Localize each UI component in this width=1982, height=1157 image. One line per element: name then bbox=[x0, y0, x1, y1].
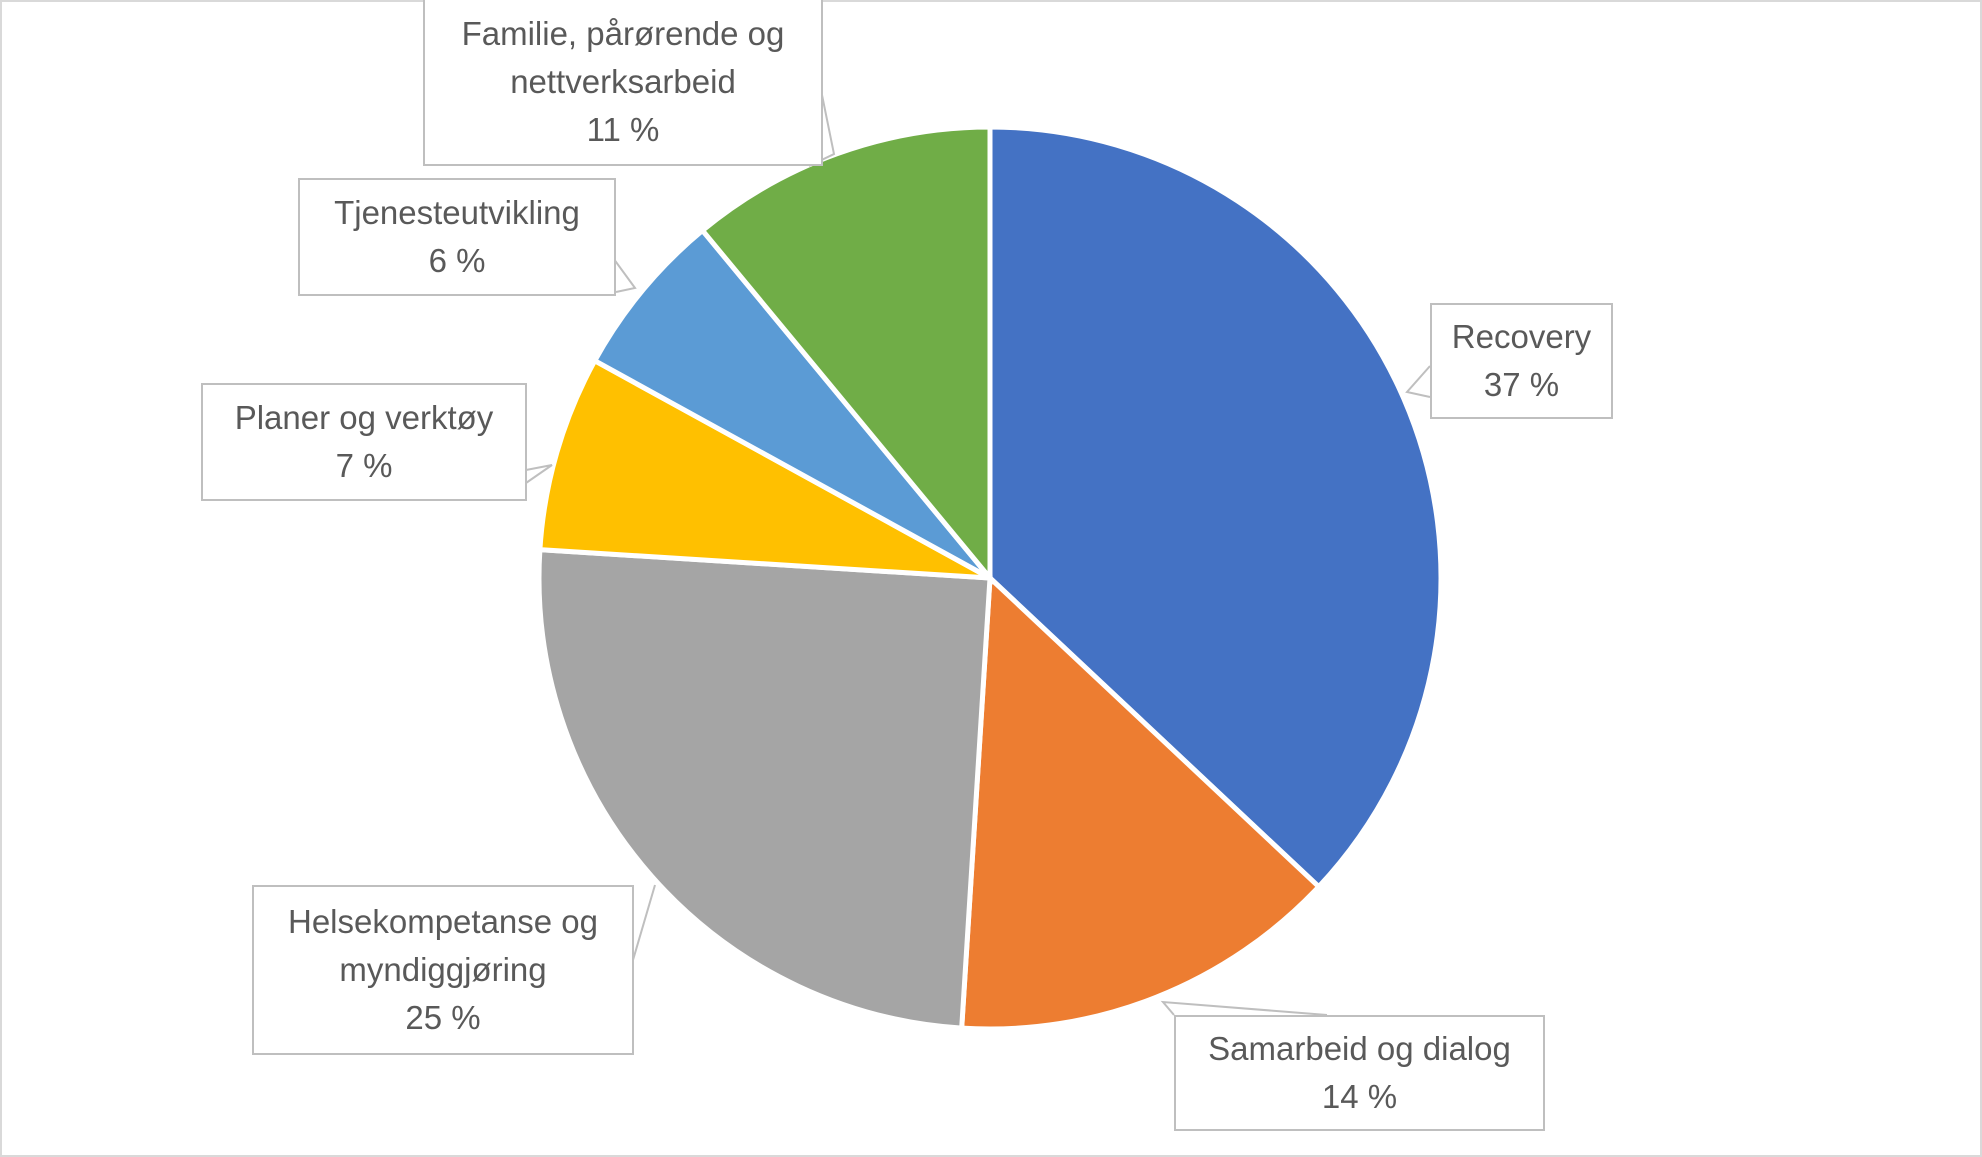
label-value: 25 % bbox=[405, 999, 481, 1036]
leader-line-0 bbox=[1405, 365, 1431, 398]
leader-line-1 bbox=[1160, 1000, 1328, 1016]
label-helsekompetanse: Helsekompetanse og myndiggjøring 25 % bbox=[252, 885, 634, 1055]
label-value: 37 % bbox=[1483, 366, 1560, 403]
label-name: Helsekompetanse og myndiggjøring bbox=[287, 903, 599, 988]
pie-slice-5 bbox=[699, 124, 993, 585]
label-name: Samarbeid og dialog bbox=[1208, 1030, 1511, 1067]
pie-slice-1 bbox=[959, 572, 1323, 1032]
pie-slice-3 bbox=[537, 357, 992, 581]
label-value: 6 % bbox=[428, 242, 486, 279]
label-name: Tjenesteutvikling bbox=[334, 194, 580, 231]
pie-slice-0 bbox=[987, 124, 1444, 891]
label-name: Familie, pårørende og nettverksarbeid bbox=[461, 15, 785, 100]
label-value: 11 % bbox=[586, 111, 660, 148]
pie-slice-4 bbox=[591, 226, 992, 581]
leader-line-2 bbox=[632, 884, 656, 961]
label-samarbeid: Samarbeid og dialog 14 % bbox=[1174, 1015, 1545, 1131]
label-name: Recovery bbox=[1451, 318, 1592, 355]
label-value: 14 % bbox=[1321, 1078, 1398, 1115]
label-familie: Familie, pårørende og nettverksarbeid 11… bbox=[423, 0, 823, 166]
label-recovery: Recovery 37 % bbox=[1430, 303, 1613, 419]
label-value: 7 % bbox=[335, 447, 393, 484]
label-name: Planer og verktøy bbox=[234, 399, 494, 436]
pie-slice-2 bbox=[536, 547, 993, 1031]
leader-line-3 bbox=[525, 464, 553, 484]
label-planer: Planer og verktøy 7 % bbox=[201, 383, 527, 501]
label-tjenesteutvikling: Tjenesteutvikling 6 % bbox=[298, 178, 616, 296]
